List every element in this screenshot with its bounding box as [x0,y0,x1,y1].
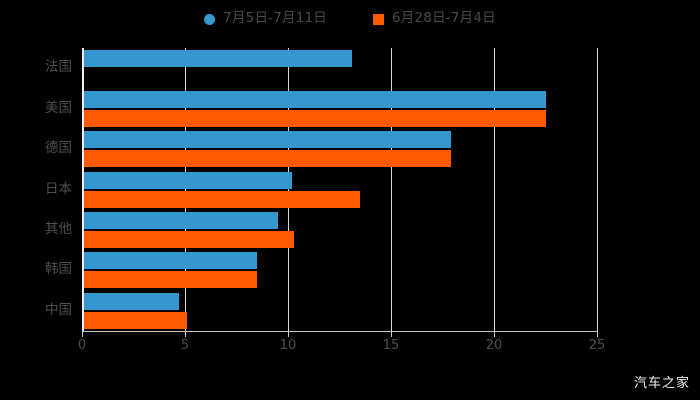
x-tick-label: 5 [180,338,190,353]
x-tick-label: 25 [588,338,606,353]
y-axis-label: 德国 [45,140,72,157]
plot-area [82,48,598,331]
bar-group [82,171,597,208]
y-axis-label: 中国 [45,301,72,318]
bar-primary[interactable] [82,90,546,108]
y-axis-label: 其他 [45,220,72,237]
gridline [288,48,289,331]
bar-group [82,292,597,329]
x-axis-line [82,331,598,333]
bar-primary[interactable] [82,50,352,68]
legend-item-secondary[interactable]: 6月28日-7月4日 [373,12,496,26]
watermark: 汽车之家 [633,376,690,391]
y-axis-line [82,48,84,331]
bar-secondary[interactable] [82,230,295,248]
bar-primary[interactable] [82,171,293,189]
y-axis-label: 美国 [45,99,72,116]
legend-item-primary[interactable]: 7月5日-7月11日 [204,12,327,26]
bar-primary[interactable] [82,131,451,149]
gridline [185,48,186,331]
x-tick-mark [391,331,392,337]
bar-secondary[interactable] [82,271,258,289]
gridline [597,48,598,331]
bar-secondary[interactable] [82,150,451,168]
legend-label-primary: 7月5日-7月11日 [223,10,327,27]
x-tick-mark [288,331,289,337]
x-tick-mark [494,331,495,337]
bar-group [82,252,597,289]
x-tick-mark [185,331,186,337]
y-axis-label: 法国 [45,59,72,76]
bar-group [82,131,597,168]
bar-group [82,211,597,248]
gridline [494,48,495,331]
bar-primary[interactable] [82,252,258,270]
bar-primary[interactable] [82,292,179,310]
bar-group [82,90,597,127]
x-tick-label: 0 [77,338,87,353]
bar-secondary[interactable] [82,190,361,208]
y-axis-label: 日本 [45,180,72,197]
x-tick-label: 20 [485,338,503,353]
y-axis-labels: 法国美国德国日本其他韩国中国 [0,48,82,331]
bar-group [82,50,597,86]
chart-legend: 7月5日-7月11日 6月28日-7月4日 [0,8,700,30]
bar-secondary[interactable] [82,311,188,329]
bar-secondary[interactable] [82,109,546,127]
legend-square-icon [373,13,384,25]
legend-label-secondary: 6月28日-7月4日 [392,10,496,27]
x-tick-mark [82,331,83,337]
legend-circle-icon [204,13,216,25]
y-axis-label: 韩国 [45,261,72,278]
x-tick-label: 15 [382,338,400,353]
gridline [391,48,392,331]
x-tick-label: 10 [279,338,297,353]
x-tick-mark [597,331,598,337]
bar-primary[interactable] [82,211,278,229]
